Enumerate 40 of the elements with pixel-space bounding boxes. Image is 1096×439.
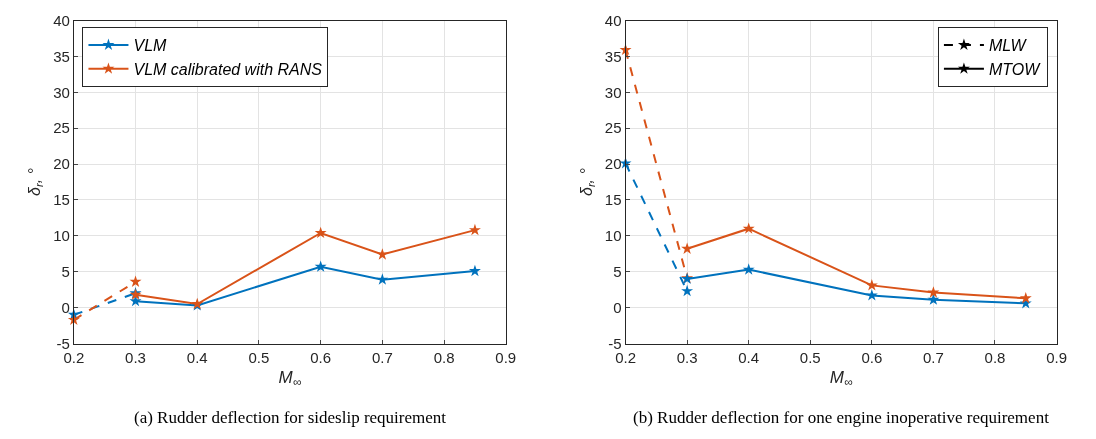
- y-tick-label: 40: [604, 11, 622, 29]
- x-tick-label: 0.7: [371, 348, 393, 366]
- text: (a) Rudder deflection for sideslip requirement: [134, 408, 447, 427]
- x-axis-title: M$_{∞}$: [829, 367, 853, 390]
- x-tick-label: 0.4: [186, 348, 208, 366]
- text: (b) Rudder deflection for one engine inoperative requirement: [633, 408, 1050, 427]
- legend-label: VLM calibrated with RANS: [133, 60, 323, 78]
- x-tick-label: 0.3: [676, 348, 698, 366]
- y-tick-label: 30: [53, 83, 70, 101]
- y-tick-label: 30: [604, 83, 622, 101]
- y-tick-label: 25: [53, 119, 70, 137]
- y-tick-label: 10: [604, 227, 622, 245]
- x-tick-label: 0.5: [248, 348, 270, 366]
- x-axis-title: M$_{∞}$: [278, 367, 302, 390]
- x-tick-label: 0.8: [433, 348, 455, 366]
- y-tick-label: 40: [53, 11, 70, 29]
- x-tick-label: 0.4: [738, 348, 760, 366]
- legend-label: VLM: [133, 37, 168, 55]
- x-tick-label: 0.6: [861, 348, 883, 366]
- y-tick-label: 35: [53, 47, 70, 65]
- x-tick-label: 0.5: [799, 348, 821, 366]
- y-tick-label: 15: [604, 191, 622, 209]
- x-tick-label: 0.6: [310, 348, 332, 366]
- y-tick-label: 35: [604, 47, 622, 65]
- x-tick-label: 0.9: [1046, 348, 1067, 366]
- x-tick-label: 0.8: [984, 348, 1006, 366]
- y-tick-label: 15: [53, 191, 70, 209]
- y-tick-label: 5: [61, 263, 70, 280]
- y-tick-label: 0: [61, 298, 70, 316]
- x-tick-label: 0.7: [922, 348, 944, 366]
- y-tick-label: 25: [604, 119, 622, 137]
- y-tick-label: 20: [53, 155, 70, 173]
- x-tick-label: 0.3: [125, 348, 146, 366]
- legend-label: MLW: [988, 37, 1028, 55]
- legend-label: MTOW: [988, 60, 1042, 78]
- y-tick-label: 10: [53, 227, 70, 245]
- y-tick-label: 5: [613, 263, 622, 280]
- x-tick-label: 0.9: [495, 348, 517, 366]
- y-tick-label: 20: [604, 155, 622, 173]
- y-tick-label: 0: [613, 298, 622, 316]
